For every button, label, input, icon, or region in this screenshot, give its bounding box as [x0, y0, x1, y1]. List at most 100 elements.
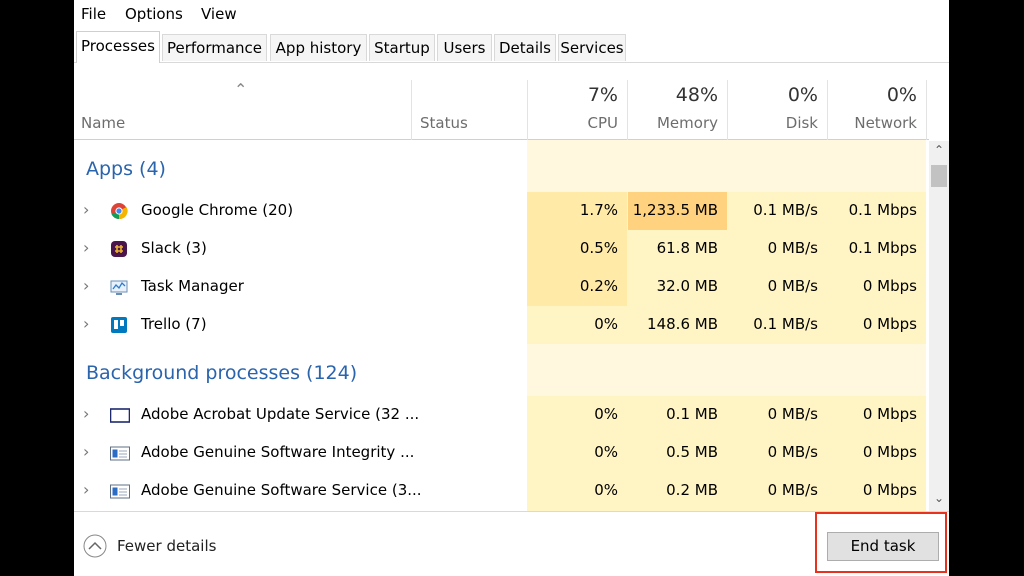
usage-cell: 0 MB/s: [767, 405, 818, 423]
header-rule: [74, 139, 929, 140]
usage-percent[interactable]: 0%: [886, 84, 917, 106]
group-header[interactable]: Apps (4): [86, 158, 166, 180]
expand-chevron[interactable]: ›: [83, 314, 90, 333]
tab[interactable]: Users: [437, 34, 492, 61]
scroll-up[interactable]: ⌃: [933, 143, 945, 157]
column-divider: [411, 80, 412, 140]
column-divider: [926, 80, 927, 140]
usage-cell: 0%: [594, 443, 618, 461]
usage-cell: 61.8 MB: [656, 239, 718, 257]
usage-cell: 0 Mbps: [862, 443, 917, 461]
icon: [110, 280, 128, 295]
column-divider: [527, 80, 528, 140]
expand-chevron[interactable]: ›: [83, 404, 90, 423]
usage-cell: 1,233.5 MB: [632, 201, 718, 219]
icon: [111, 317, 127, 333]
fewer-details[interactable]: Fewer details: [117, 537, 217, 555]
cell-highlight: [527, 268, 627, 306]
icon: [110, 446, 130, 461]
process-name[interactable]: Trello (7): [141, 315, 207, 333]
tab[interactable]: Performance: [162, 34, 267, 61]
scrollbar[interactable]: ⌃ ⌄: [929, 141, 949, 511]
usage-cell: 0 MB/s: [767, 481, 818, 499]
tab[interactable]: Services: [558, 34, 626, 61]
icon: [110, 484, 130, 499]
column-header[interactable]: CPU: [587, 114, 619, 132]
menu-item[interactable]: File: [81, 5, 107, 23]
cell-highlight: [527, 192, 627, 230]
expand-chevron[interactable]: ›: [83, 200, 90, 219]
usage-cell: 0.1 MB: [666, 405, 718, 423]
usage-cell: 0.1 Mbps: [848, 201, 917, 219]
process-name[interactable]: Adobe Acrobat Update Service (32 ...: [141, 405, 420, 423]
usage-cell: 0 MB/s: [767, 277, 818, 295]
sort-indicator: ⌃: [234, 80, 248, 99]
usage-cell: 0%: [594, 481, 618, 499]
process-icon: [110, 316, 130, 334]
usage-cell: 0.2 MB: [666, 481, 718, 499]
process-name[interactable]: Slack (3): [141, 239, 207, 257]
usage-percent[interactable]: 48%: [675, 84, 718, 106]
footer-rule: [74, 511, 949, 512]
tab[interactable]: Details: [494, 34, 556, 61]
cell-highlight: [628, 192, 727, 230]
tab[interactable]: Startup: [369, 34, 435, 61]
status-column-header[interactable]: Status: [420, 114, 468, 132]
usage-cell: 0 Mbps: [862, 277, 917, 295]
expand-chevron[interactable]: ›: [83, 480, 90, 499]
usage-cell: 0 Mbps: [862, 481, 917, 499]
process-icon: [109, 406, 131, 424]
end-task-button[interactable]: End task: [827, 532, 939, 561]
usage-cell: 0.1 MB/s: [753, 315, 818, 333]
usage-cell: 0.1 Mbps: [848, 239, 917, 257]
process-name[interactable]: Google Chrome (20): [141, 201, 294, 219]
menu-item[interactable]: Options: [125, 5, 183, 23]
highlight-box: [815, 512, 947, 573]
column-divider: [627, 80, 628, 140]
expand-chevron[interactable]: ›: [83, 238, 90, 257]
process-icon: [110, 278, 130, 296]
tab-rule: [74, 62, 949, 63]
usage-cell: 0.5 MB: [666, 443, 718, 461]
tab[interactable]: Processes: [76, 31, 160, 63]
icon: [109, 408, 131, 423]
group-header[interactable]: Background processes (124): [86, 362, 358, 384]
usage-cell: 1.7%: [579, 201, 618, 219]
scroll-down[interactable]: ⌄: [933, 491, 945, 505]
usage-cell: 0.1 MB/s: [753, 201, 818, 219]
group-band: [527, 344, 926, 396]
expand-chevron[interactable]: ›: [83, 276, 90, 295]
usage-percent[interactable]: 7%: [587, 84, 618, 106]
scroll-thumb[interactable]: [931, 165, 947, 187]
usage-cell: 148.6 MB: [647, 315, 718, 333]
process-name[interactable]: Adobe Genuine Software Service (3...: [141, 481, 422, 499]
group-band: [527, 140, 926, 192]
usage-cell: 0 MB/s: [767, 239, 818, 257]
usage-cell: 32.0 MB: [656, 277, 718, 295]
cell-highlight: [527, 230, 627, 268]
menu-item[interactable]: View: [201, 5, 237, 23]
task-manager-window: ⌃ Name Status ⌃ ⌄ Fewer details End task…: [74, 0, 949, 576]
icon: [111, 241, 127, 257]
usage-cell: 0.2%: [579, 277, 618, 295]
process-icon: [110, 444, 130, 462]
process-icon: [110, 240, 130, 258]
usage-percent[interactable]: 0%: [787, 84, 818, 106]
tab[interactable]: App history: [270, 34, 367, 61]
collapse-icon[interactable]: [83, 534, 107, 558]
usage-cell: 0 Mbps: [862, 315, 917, 333]
expand-chevron[interactable]: ›: [83, 442, 90, 461]
column-header[interactable]: Network: [854, 114, 917, 132]
usage-cell: 0 Mbps: [862, 405, 917, 423]
usage-cell: 0%: [594, 315, 618, 333]
column-header[interactable]: Disk: [785, 114, 818, 132]
name-column-header[interactable]: Name: [81, 114, 126, 132]
process-name[interactable]: Adobe Genuine Software Integrity ...: [141, 443, 415, 461]
column-divider: [827, 80, 828, 140]
column-divider: [727, 80, 728, 140]
process-icon: [110, 202, 130, 220]
process-name[interactable]: Task Manager: [141, 277, 244, 295]
process-icon: [110, 482, 130, 500]
column-header[interactable]: Memory: [656, 114, 718, 132]
